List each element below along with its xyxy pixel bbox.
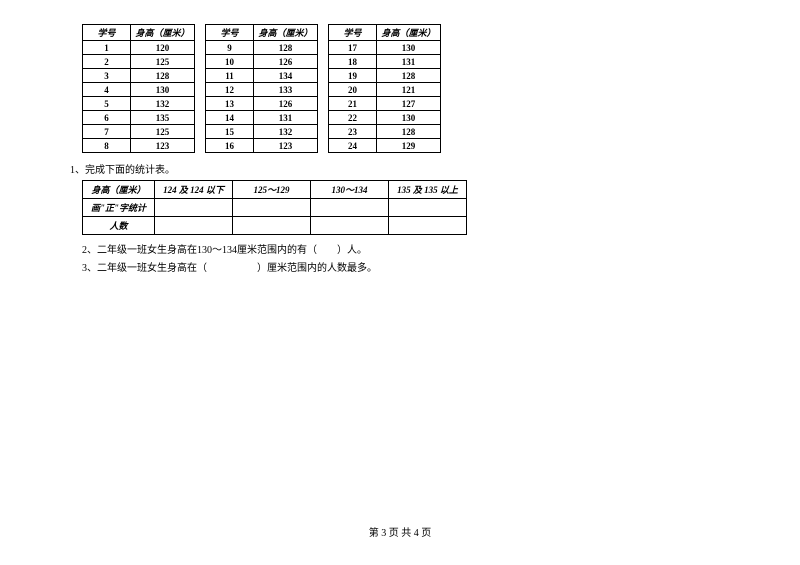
table-row: 18131	[329, 55, 441, 69]
table-row: 9128	[206, 41, 318, 55]
summary-row3-label: 人数	[83, 217, 155, 235]
table-row: 6135	[83, 111, 195, 125]
question-1: 1、完成下面的统计表。	[70, 161, 800, 176]
table-row: 4130	[83, 83, 195, 97]
summary-cell	[389, 217, 467, 235]
header-height: 身高（厘米）	[254, 25, 318, 41]
table-row: 10126	[206, 55, 318, 69]
table-row: 5132	[83, 97, 195, 111]
summary-cell	[311, 199, 389, 217]
table-row: 23128	[329, 125, 441, 139]
table-row: 3128	[83, 69, 195, 83]
summary-cell	[233, 199, 311, 217]
header-id: 学号	[83, 25, 131, 41]
height-table-3: 学号 身高（厘米） 17130 18131 19128 20121 21127 …	[328, 24, 441, 153]
header-id: 学号	[206, 25, 254, 41]
table-row: 20121	[329, 83, 441, 97]
header-id: 学号	[329, 25, 377, 41]
table-row: 8123	[83, 139, 195, 153]
page-footer: 第 3 页 共 4 页	[0, 524, 800, 539]
table-row: 12133	[206, 83, 318, 97]
summary-cell	[389, 199, 467, 217]
table-row: 11134	[206, 69, 318, 83]
height-table-1: 学号 身高（厘米） 1120 2125 3128 4130 5132 6135 …	[82, 24, 195, 153]
summary-cell	[155, 217, 233, 235]
table-row: 1120	[83, 41, 195, 55]
table-row: 16123	[206, 139, 318, 153]
table-row: 19128	[329, 69, 441, 83]
table-row: 2125	[83, 55, 195, 69]
question-2: 2、二年级一班女生身高在130～134厘米范围内的有（ ）人。	[82, 241, 800, 256]
question-3: 3、二年级一班女生身高在（ ）厘米范围内的人数最多。	[82, 259, 800, 274]
summary-range1: 124 及 124 以下	[155, 181, 233, 199]
summary-range4: 135 及 135 以上	[389, 181, 467, 199]
table-row: 17130	[329, 41, 441, 55]
summary-cell	[155, 199, 233, 217]
summary-range2: 125～129	[233, 181, 311, 199]
table-row: 24129	[329, 139, 441, 153]
header-height: 身高（厘米）	[131, 25, 195, 41]
summary-cell	[311, 217, 389, 235]
table-row: 15132	[206, 125, 318, 139]
summary-cell	[233, 217, 311, 235]
table-row: 14131	[206, 111, 318, 125]
table-row: 13126	[206, 97, 318, 111]
table-row: 21127	[329, 97, 441, 111]
summary-row1-label: 身高（厘米）	[83, 181, 155, 199]
table-row: 22130	[329, 111, 441, 125]
summary-row2-label: 画"正"字统计	[83, 199, 155, 217]
table-row: 7125	[83, 125, 195, 139]
height-tables-row: 学号 身高（厘米） 1120 2125 3128 4130 5132 6135 …	[82, 24, 800, 153]
summary-table: 身高（厘米） 124 及 124 以下 125～129 130～134 135 …	[82, 180, 467, 235]
height-table-2: 学号 身高（厘米） 9128 10126 11134 12133 13126 1…	[205, 24, 318, 153]
header-height: 身高（厘米）	[377, 25, 441, 41]
summary-range3: 130～134	[311, 181, 389, 199]
